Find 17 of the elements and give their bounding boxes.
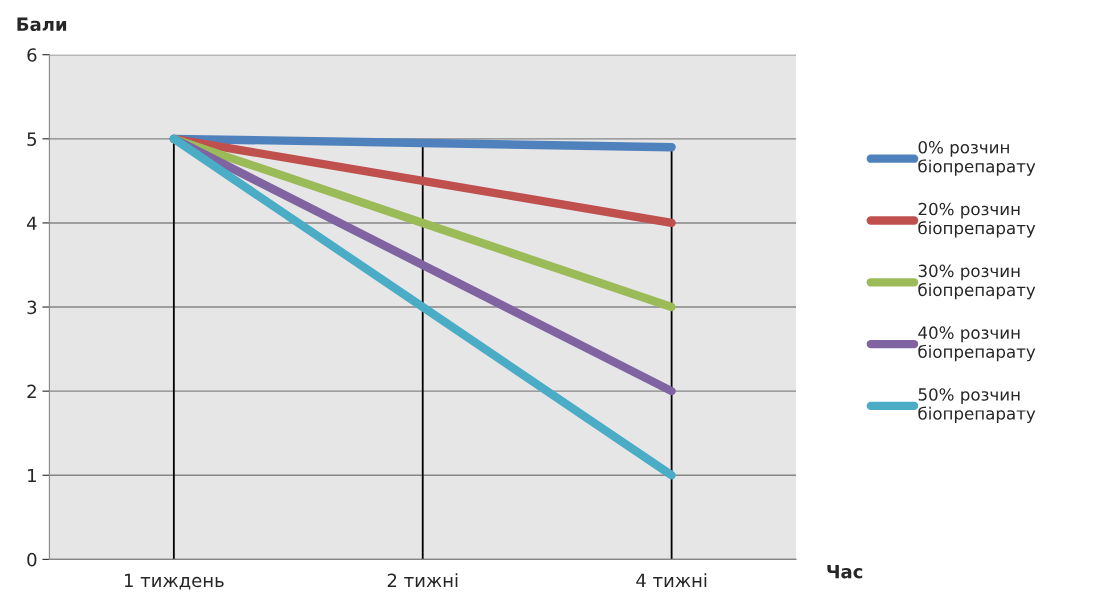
y-tick-label: 3 bbox=[27, 300, 37, 315]
y-axis-title: Бали bbox=[17, 17, 67, 32]
y-tick-label: 0 bbox=[27, 552, 37, 567]
x-tick-label: 4 тижні bbox=[636, 573, 707, 587]
y-tick-label: 1 bbox=[28, 468, 36, 483]
y-tick-label: 5 bbox=[27, 132, 37, 146]
legend-label: 30% розчин біопрепарату bbox=[918, 264, 1036, 300]
y-tick-label: 4 bbox=[27, 216, 37, 230]
legend-label: 20% розчин біопрепарату bbox=[918, 202, 1036, 238]
y-tick-label: 2 bbox=[27, 384, 36, 399]
x-tick-label: 2 тижні bbox=[387, 573, 458, 587]
legend-label: 0% розчин біопрепарату bbox=[918, 140, 1036, 176]
x-axis-title: Час bbox=[827, 564, 863, 579]
legend-label: 50% розчин біопрепарату bbox=[918, 388, 1036, 423]
y-tick-label: 6 bbox=[27, 48, 37, 62]
x-tick-label: 1 тиждень bbox=[124, 573, 224, 590]
legend-label: 40% розчин біопрепарату bbox=[918, 326, 1036, 362]
